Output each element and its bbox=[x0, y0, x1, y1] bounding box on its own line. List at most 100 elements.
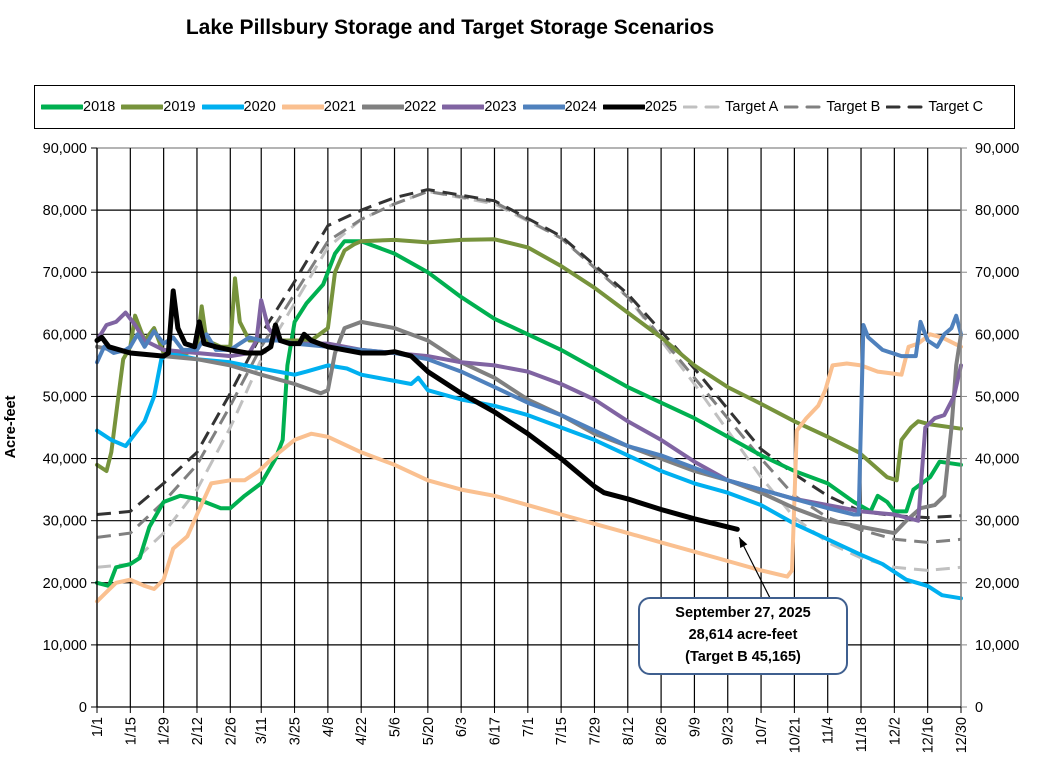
x-tick-label: 7/1 bbox=[521, 717, 537, 737]
y-tick-label: 0 bbox=[79, 700, 87, 716]
y-tick-label: 10,000 bbox=[975, 638, 1019, 654]
x-tick-label: 8/12 bbox=[621, 717, 637, 745]
annotation-date: September 27, 2025 bbox=[675, 605, 811, 621]
chart-title: Lake Pillsbury Storage and Target Storag… bbox=[185, 16, 715, 39]
x-tick-label: 9/23 bbox=[721, 717, 737, 745]
x-tick-label: 10/21 bbox=[787, 717, 803, 753]
legend-item-target-b: Target B bbox=[784, 99, 880, 115]
y-tick-label: 30,000 bbox=[43, 514, 87, 530]
legend-swatch bbox=[442, 104, 485, 110]
series-line-2018 bbox=[95, 239, 963, 588]
y-tick-label: 0 bbox=[975, 700, 983, 716]
series-line-2024 bbox=[95, 313, 963, 517]
legend-label: 2021 bbox=[323, 99, 357, 115]
x-tick-label: 9/9 bbox=[687, 717, 703, 737]
x-tick-label: 4/22 bbox=[354, 717, 370, 745]
legend-swatch bbox=[602, 104, 645, 110]
legend-swatch bbox=[362, 104, 405, 110]
legend-label: Target C bbox=[928, 99, 984, 115]
legend-label: 2025 bbox=[644, 99, 678, 115]
y-tick-label: 10,000 bbox=[43, 638, 87, 654]
y-tick-label: 70,000 bbox=[43, 265, 87, 281]
y-tick-labels-left: 0 10,000 20,000 30,000 40,000 50,000 60,000 70,… bbox=[43, 141, 87, 716]
y-tick-label: 20,000 bbox=[975, 576, 1019, 592]
x-tick-label: 2/12 bbox=[190, 717, 206, 745]
legend-swatch bbox=[784, 105, 827, 109]
series-line-2019 bbox=[95, 237, 963, 483]
x-tick-label: 12/2 bbox=[887, 717, 903, 745]
legend-label: 2018 bbox=[83, 99, 116, 115]
legend: 2018 2019 2020 2021 2022 2023 2024 2025 Target A… bbox=[34, 85, 1015, 129]
x-tick-labels: 1/1 1/15 1/29 2/12 2/26 3/11 3/25 4/8 4/22 5/6 5/2… bbox=[90, 717, 970, 753]
x-tick-label: 11/18 bbox=[854, 717, 870, 752]
legend-item-2019: 2019 bbox=[121, 99, 196, 115]
series-line-2022 bbox=[95, 319, 963, 536]
x-tick-label: 10/7 bbox=[754, 717, 770, 745]
x-tick-label: 7/29 bbox=[587, 717, 603, 745]
x-tick-label: 6/17 bbox=[487, 717, 503, 745]
x-tick-label: 3/25 bbox=[288, 717, 304, 745]
y-axis-title: Acre-feet bbox=[3, 395, 19, 458]
y-tick-label: 50,000 bbox=[43, 389, 87, 405]
y-tick-label: 40,000 bbox=[975, 452, 1019, 468]
x-tick-label: 5/20 bbox=[421, 717, 437, 745]
legend-item-2025: 2025 bbox=[602, 99, 678, 115]
y-tick-label: 70,000 bbox=[975, 265, 1019, 281]
x-tick-label: 2/26 bbox=[223, 717, 239, 745]
annotation-storage: 28,614 acre-feet bbox=[688, 627, 798, 643]
axes bbox=[91, 147, 967, 713]
legend-item-2023: 2023 bbox=[442, 99, 517, 115]
x-tick-label: 11/4 bbox=[821, 717, 837, 744]
legend-label: 2020 bbox=[243, 99, 276, 115]
y-tick-label: 80,000 bbox=[975, 203, 1019, 219]
legend-label: 2024 bbox=[564, 99, 597, 115]
annotation-arrowhead bbox=[739, 537, 748, 549]
legend-item-2021: 2021 bbox=[281, 99, 357, 115]
legend-swatch bbox=[886, 105, 929, 109]
annotation-callout: September 27, 2025 28,614 acre-feet (Tar… bbox=[638, 597, 848, 675]
legend-swatch bbox=[41, 104, 83, 110]
x-tick-label: 1/1 bbox=[90, 717, 106, 737]
legend-label: Target B bbox=[826, 99, 881, 115]
legend-item-2018: 2018 bbox=[41, 99, 115, 115]
annotation-target: (Target B 45,165) bbox=[685, 649, 801, 665]
legend-item-2020: 2020 bbox=[201, 99, 276, 115]
series-line-2025 bbox=[94, 288, 740, 532]
legend-item-target-a: Target A bbox=[683, 99, 778, 115]
legend-label: 2022 bbox=[404, 99, 437, 115]
y-tick-label: 90,000 bbox=[975, 141, 1019, 157]
series-line-target-c bbox=[96, 188, 962, 520]
legend-label: 2019 bbox=[163, 99, 196, 115]
x-tick-label: 12/30 bbox=[954, 717, 970, 753]
y-tick-label: 60,000 bbox=[975, 327, 1019, 343]
series-line-2023 bbox=[95, 298, 963, 523]
x-tick-label: 12/16 bbox=[921, 717, 937, 753]
legend-swatch bbox=[201, 104, 244, 110]
y-tick-label: 20,000 bbox=[43, 576, 87, 592]
series-line-2020 bbox=[95, 351, 963, 601]
x-tick-label: 8/26 bbox=[654, 717, 670, 745]
x-tick-label: 6/3 bbox=[454, 717, 470, 737]
legend-swatch bbox=[683, 105, 726, 109]
y-tick-label: 80,000 bbox=[43, 203, 87, 219]
x-tick-label: 7/15 bbox=[554, 717, 570, 745]
legend-swatch bbox=[121, 104, 164, 110]
y-tick-label: 30,000 bbox=[975, 514, 1019, 530]
series-group bbox=[94, 188, 963, 604]
legend-swatch bbox=[281, 104, 324, 110]
legend-label: Target A bbox=[725, 99, 779, 115]
y-tick-label: 60,000 bbox=[43, 327, 87, 343]
x-tick-label: 3/11 bbox=[254, 717, 270, 744]
x-tick-label: 5/6 bbox=[388, 717, 404, 737]
legend-item-2022: 2022 bbox=[362, 99, 436, 115]
legend-item-target-c: Target C bbox=[886, 99, 983, 115]
legend-item-2024: 2024 bbox=[522, 99, 597, 115]
legend-label: 2023 bbox=[484, 99, 517, 115]
y-tick-label: 50,000 bbox=[975, 389, 1019, 405]
legend-swatch bbox=[522, 104, 565, 110]
y-tick-label: 90,000 bbox=[43, 141, 87, 157]
x-tick-label: 4/8 bbox=[321, 717, 337, 737]
series-line-2021 bbox=[95, 332, 963, 604]
annotation-arrow bbox=[738, 537, 771, 599]
